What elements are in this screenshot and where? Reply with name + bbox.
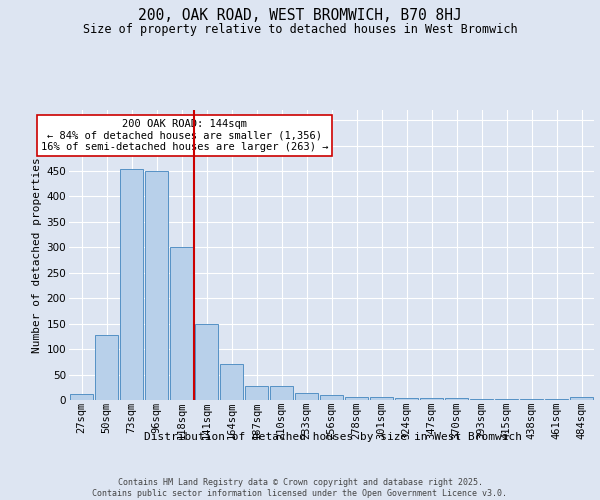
Bar xyxy=(420,398,443,400)
Bar xyxy=(95,336,118,400)
Bar xyxy=(395,398,418,400)
Bar xyxy=(270,386,293,400)
Bar xyxy=(570,397,593,400)
Bar xyxy=(70,394,93,400)
Bar xyxy=(220,364,243,400)
Text: Contains HM Land Registry data © Crown copyright and database right 2025.
Contai: Contains HM Land Registry data © Crown c… xyxy=(92,478,508,498)
Bar xyxy=(370,397,393,400)
Text: Size of property relative to detached houses in West Bromwich: Size of property relative to detached ho… xyxy=(83,22,517,36)
Y-axis label: Number of detached properties: Number of detached properties xyxy=(32,157,43,353)
Text: Distribution of detached houses by size in West Bromwich: Distribution of detached houses by size … xyxy=(144,432,522,442)
Bar xyxy=(120,168,143,400)
Bar xyxy=(295,394,318,400)
Bar xyxy=(170,248,193,400)
Bar xyxy=(445,398,468,400)
Text: 200, OAK ROAD, WEST BROMWICH, B70 8HJ: 200, OAK ROAD, WEST BROMWICH, B70 8HJ xyxy=(138,8,462,22)
Bar xyxy=(320,396,343,400)
Bar xyxy=(245,386,268,400)
Text: 200 OAK ROAD: 144sqm
← 84% of detached houses are smaller (1,356)
16% of semi-de: 200 OAK ROAD: 144sqm ← 84% of detached h… xyxy=(41,118,328,152)
Bar xyxy=(345,397,368,400)
Bar xyxy=(145,171,168,400)
Bar xyxy=(195,324,218,400)
